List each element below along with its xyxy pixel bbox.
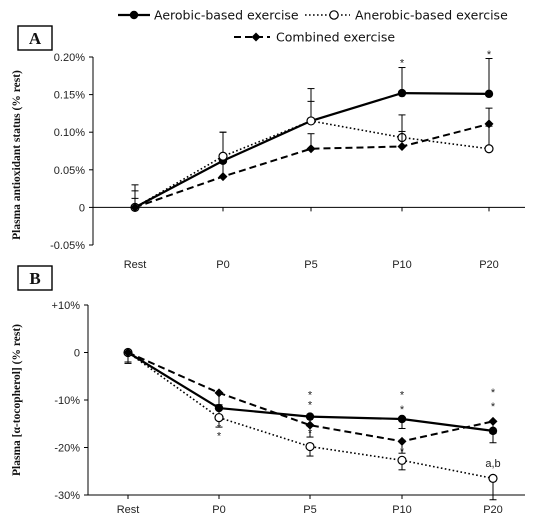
panel-b: B Plasma [α-tocopherol] (% rest) +10% 0 -1… (11, 265, 525, 516)
panel-a-label-box (17, 25, 53, 51)
panel-a-point-combined (397, 141, 407, 151)
panel-a: A Plasma antioxidant status (% rest) 0.2… (11, 25, 525, 271)
panel-a-point-anerobicbased (218, 151, 228, 161)
panel-a-point-aerobicbased (484, 89, 494, 99)
panel-b-x-tick-label: P5 (303, 504, 316, 516)
panel-b-point-combined (397, 436, 407, 446)
panel-a-series-aerobicbased (130, 58, 494, 212)
panel-b-y-tick-label: -20% (54, 443, 80, 455)
panel-b-x-tick-label: P20 (483, 504, 503, 516)
panel-a-point-combined (130, 202, 140, 212)
panel-b-annotation: * (308, 399, 313, 411)
panel-a-y-tick-label: 0.10% (54, 127, 85, 139)
panel-a-x-tick-label: P10 (392, 259, 412, 271)
panel-b-point-combined (305, 420, 315, 430)
panel-b-annotation: * (400, 446, 405, 458)
panel-b-y-tick-label: -30% (54, 490, 80, 502)
panel-b-annotations: **********a,b (217, 387, 501, 470)
panel-a-series-anerobicbased (130, 100, 494, 212)
panel-b-x-tick-label: P0 (212, 504, 225, 516)
panel-b-y-axis-label: Plasma [α-tocopherol] (% rest) (11, 324, 23, 476)
panel-b-point-anerobicbased (214, 412, 224, 423)
legend-item-aerobic: Aerobic-based exercise (118, 8, 299, 23)
panel-b-annotation: * (400, 404, 405, 416)
panel-b-point-aerobicbased (214, 403, 224, 413)
panel-b-annotation: * (400, 389, 405, 401)
panel-b-annotation: * (308, 427, 313, 439)
panel-a-point-combined (306, 144, 316, 154)
legend-marker-aerobic (129, 10, 139, 20)
panel-a-y-tick-label: 0.20% (54, 52, 85, 64)
panel-b-annotation: * (308, 389, 313, 401)
panel-b-annotation: * (217, 423, 222, 435)
panel-a-label: A (29, 29, 42, 48)
panel-a-axes: 0.20% 0.15% 0.10% 0.05% 0 -0.05% Rest P0 P5 P10 P2… (50, 52, 525, 271)
panel-b-point-anerobicbased (397, 455, 407, 465)
panel-a-point-combined (218, 172, 228, 182)
panel-a-line-combined (134, 122, 490, 209)
legend-label-aerobic: Aerobic-based exercise (154, 8, 299, 23)
panel-a-y-axis-label: Plasma antioxidant status (% rest) (11, 70, 23, 240)
panel-a-point-anerobicbased (306, 116, 316, 126)
panel-b-annotation: * (491, 387, 496, 399)
panel-b-label-box (17, 265, 53, 291)
panel-b-point-anerobicbased (488, 473, 498, 483)
panel-a-x-tick-label: P0 (216, 259, 229, 271)
legend-item-combined: Combined exercise (234, 30, 395, 45)
panel-a-y-tick-label: 0.05% (54, 165, 85, 177)
panel-b-annotation: * (217, 431, 222, 443)
panel-b-label: B (29, 269, 40, 288)
panel-a-x-tick-label: Rest (124, 259, 147, 271)
panel-b-x-tick-label: P10 (392, 504, 412, 516)
panel-b-y-tick-label: 0 (74, 348, 80, 360)
legend: Aerobic-based exercise Anerobic-based ex… (118, 8, 508, 45)
panel-a-series-combined (130, 107, 494, 212)
legend-item-anerobic: Anerobic-based exercise (305, 8, 508, 23)
panel-a-point-combined (484, 119, 494, 129)
legend-label-combined: Combined exercise (276, 30, 395, 45)
panel-b-axes: +10% 0 -10% -20% -30% Rest P0 P5 P10 P20 (52, 300, 525, 516)
panel-b-point-anerobicbased (305, 441, 315, 452)
panel-a-point-anerobicbased (484, 144, 494, 154)
panel-b-point-aerobicbased (305, 412, 315, 421)
panel-a-y-tick-label: 0.15% (54, 90, 85, 102)
panel-b-annotation: a,b (485, 458, 500, 470)
panel-b-annotation: * (491, 401, 496, 413)
panel-a-x-tick-label: P5 (304, 259, 317, 271)
panel-b-point-aerobicbased (397, 414, 407, 424)
panel-a-annotations: ** (400, 49, 492, 69)
panel-b-series-combined (123, 348, 498, 454)
panel-b-point-combined (214, 388, 224, 398)
panel-b-line-combined (127, 351, 494, 443)
panel-b-y-tick-label: -10% (54, 395, 80, 407)
panel-b-y-tick-label: +10% (52, 300, 81, 312)
panel-a-annotation: * (487, 49, 492, 61)
panel-a-annotation: * (400, 57, 405, 69)
panel-b-series (123, 347, 498, 501)
panel-a-y-tick-label: 0 (79, 202, 85, 214)
panel-a-y-tick-label: -0.05% (50, 240, 85, 252)
panel-a-series (130, 58, 494, 212)
panel-a-point-aerobicbased (397, 88, 407, 98)
panel-b-x-tick-label: Rest (117, 504, 140, 516)
legend-marker-anerobic (329, 10, 339, 20)
panel-b-point-combined (488, 416, 498, 426)
legend-label-anerobic: Anerobic-based exercise (355, 8, 508, 23)
legend-marker-combined (251, 32, 261, 42)
panel-a-x-tick-label: P20 (479, 259, 499, 271)
panel-b-point-combined (123, 348, 133, 357)
